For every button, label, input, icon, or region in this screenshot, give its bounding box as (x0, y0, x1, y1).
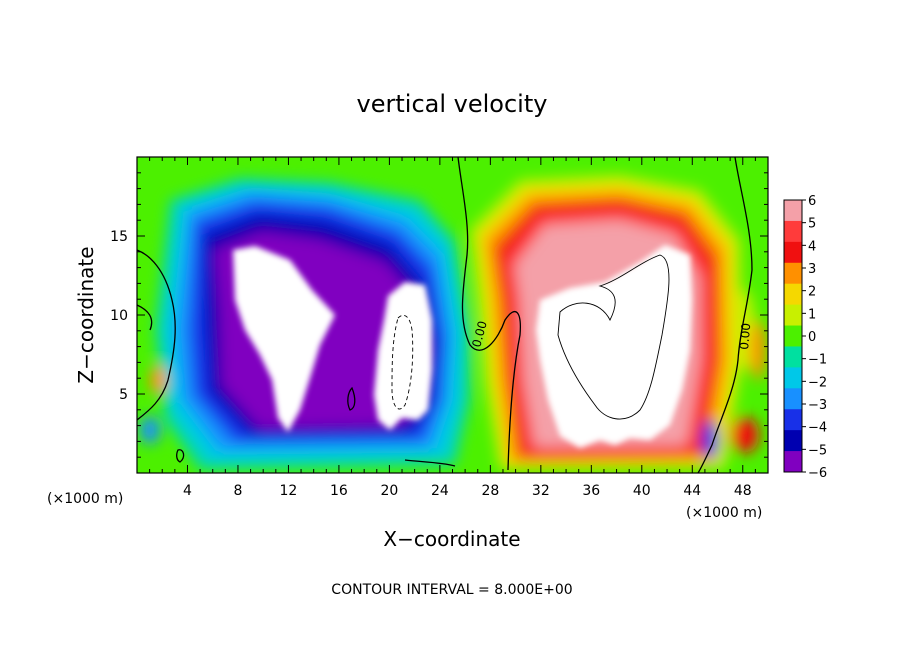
y-tick-label: 5 (119, 387, 128, 403)
x-tick-label: 12 (280, 483, 298, 499)
x-tick-label: 48 (734, 483, 752, 499)
x-axis-label: X−coordinate (383, 527, 520, 551)
colorbar-label: −6 (808, 466, 827, 481)
contour-lines-thin (391, 254, 670, 420)
x-tick-label: 8 (233, 483, 242, 499)
colorbar-swatch (784, 220, 802, 243)
colorbar-label: −5 (808, 443, 827, 458)
colorbar-swatch (784, 304, 802, 327)
colorbar-label: 2 (808, 285, 816, 300)
colorbar-label: −4 (808, 421, 827, 436)
colorbar-label: −2 (808, 375, 827, 390)
x-tick-label: 32 (532, 483, 550, 499)
colorbar-label: 3 (808, 262, 816, 277)
y-tick-label: 15 (110, 229, 128, 245)
colorbar-label: 0 (808, 330, 816, 345)
colorbar-label: −3 (808, 398, 827, 413)
contour-interval-note: CONTOUR INTERVAL = 8.000E+00 (331, 582, 572, 598)
colorbar-label: 4 (808, 239, 816, 254)
colorbar-swatch (784, 451, 802, 473)
colorbar-label: 1 (808, 307, 816, 322)
chart-title: vertical velocity (357, 90, 548, 118)
y-axis: 5 10 15 (110, 156, 768, 474)
x-tick-label: 24 (431, 483, 449, 499)
heatmap-field (137, 157, 768, 473)
colorbar-swatch (784, 430, 802, 452)
x-unit-right: (×1000 m) (686, 505, 762, 521)
colorbar-label: 5 (808, 217, 816, 232)
colorbar-label: −1 (808, 353, 827, 368)
colorbar: 6 5 4 3 2 1 0 −1 −2 −3 −4 −5 −6 (783, 194, 827, 481)
x-tick-label: 44 (683, 483, 701, 499)
x-tick-label: 40 (633, 483, 651, 499)
x-tick-label: 4 (183, 483, 192, 499)
contour-lines (137, 157, 753, 473)
y-tick-label: 10 (110, 308, 128, 324)
colorbar-swatch (784, 241, 802, 264)
x-axis: 4 8 12 16 20 24 28 32 36 40 44 48 (136, 157, 769, 499)
colorbar-swatch (784, 388, 802, 410)
x-tick-label: 16 (330, 483, 348, 499)
contour-label: 0.00 (469, 319, 489, 348)
colorbar-swatch (784, 367, 802, 389)
colorbar-swatch (784, 409, 802, 431)
y-axis-label: Z−coordinate (74, 246, 98, 383)
x-tick-label: 20 (380, 483, 398, 499)
colorbar-swatch (784, 262, 802, 285)
x-unit-left: (×1000 m) (47, 491, 123, 507)
x-tick-label: 36 (582, 483, 600, 499)
colorbar-swatch (784, 200, 802, 222)
colorbar-label: 6 (808, 194, 816, 209)
colorbar-swatch (784, 283, 802, 306)
colorbar-swatch (784, 325, 802, 347)
colorbar-swatch (784, 346, 802, 368)
x-tick-label: 28 (481, 483, 499, 499)
contour-label: 0.00 (737, 322, 753, 350)
